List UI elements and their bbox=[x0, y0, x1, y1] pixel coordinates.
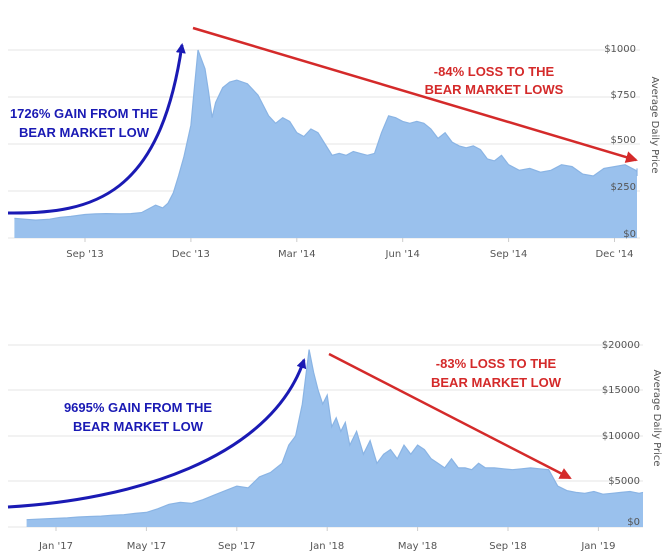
top-loss-label-line-2: BEAR MARKET LOWS bbox=[425, 82, 564, 97]
bottom-y-tick-3: $15000 bbox=[602, 385, 640, 396]
bottom-x-tick-4: May '18 bbox=[398, 541, 437, 552]
bottom-y-axis-title: Average Daily Price bbox=[651, 369, 662, 466]
bottom-y-tick-2: $10000 bbox=[602, 431, 640, 442]
top-x-tick-5: Dec '14 bbox=[595, 249, 633, 260]
top-y-tick-3: $750 bbox=[611, 90, 636, 101]
bottom-y-tick-4: $20000 bbox=[602, 340, 640, 351]
top-y-axis-title: Average Daily Price bbox=[649, 76, 660, 173]
bottom-x-tick-0: Jan '17 bbox=[38, 541, 73, 552]
top-y-tick-2: $500 bbox=[611, 135, 636, 146]
bottom-gain-label-line-2: BEAR MARKET LOW bbox=[73, 419, 204, 434]
top-loss-arrow bbox=[192, 26, 638, 163]
top-y-tick-4: $1000 bbox=[604, 44, 636, 55]
top-loss-label-line-1: -84% LOSS TO THE bbox=[434, 64, 555, 79]
bottom-x-tick-3: Jan '18 bbox=[309, 541, 344, 552]
top-x-tick-2: Mar '14 bbox=[278, 249, 316, 260]
bottom-loss-arrow bbox=[328, 352, 572, 480]
top-y-tick-1: $250 bbox=[611, 182, 636, 193]
bottom-gain-arrow bbox=[7, 358, 307, 509]
bottom-gain-label-line-1: 9695% GAIN FROM THE bbox=[64, 400, 212, 415]
top-x-tick-1: Dec '13 bbox=[172, 249, 210, 260]
bottom-loss-label-line-1: -83% LOSS TO THE bbox=[436, 356, 557, 371]
bottom-series-area bbox=[26, 349, 644, 527]
top-y-tick-0: $0 bbox=[623, 229, 636, 240]
bottom-x-tick-5: Sep '18 bbox=[489, 541, 527, 552]
bottom-x-tick-1: May '17 bbox=[127, 541, 166, 552]
top-series-line bbox=[14, 49, 638, 221]
bottom-chart: Jan '17 May '17 Sep '17 Jan '18 May '18 Sep '… bbox=[7, 340, 662, 552]
top-chart: Sep '13 Dec '13 Mar '14 Jun '14 Sep '14 Dec '… bbox=[7, 26, 660, 260]
bottom-y-tick-0: $0 bbox=[627, 517, 640, 528]
bottom-x-tick-6: Jan '19 bbox=[580, 541, 615, 552]
bottom-x-tick-2: Sep '17 bbox=[218, 541, 256, 552]
bottom-loss-label-line-2: BEAR MARKET LOW bbox=[431, 375, 562, 390]
top-series-area bbox=[14, 50, 637, 238]
top-x-tick-0: Sep '13 bbox=[66, 249, 104, 260]
bottom-series-line bbox=[26, 349, 644, 521]
top-gain-label-line-2: BEAR MARKET LOW bbox=[19, 125, 150, 140]
top-x-tick-4: Sep '14 bbox=[490, 249, 528, 260]
top-x-tick-3: Jun '14 bbox=[385, 249, 420, 260]
bottom-y-tick-1: $5000 bbox=[608, 476, 640, 487]
top-gain-label-line-1: 1726% GAIN FROM THE bbox=[10, 106, 158, 121]
top-gain-arrow bbox=[7, 43, 186, 215]
